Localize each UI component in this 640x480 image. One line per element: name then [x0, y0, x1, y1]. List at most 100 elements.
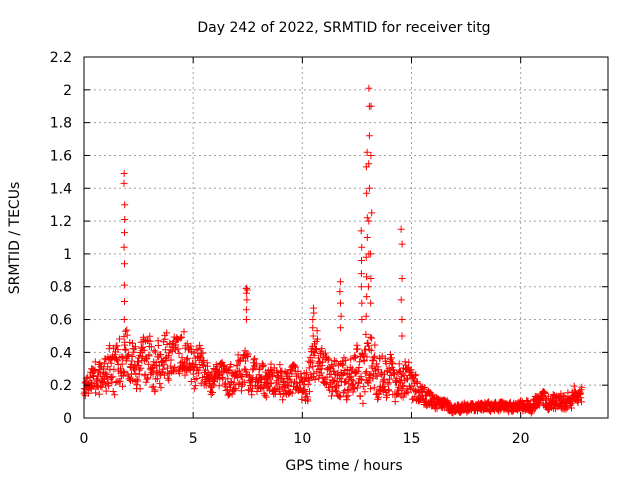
data-point [363, 148, 371, 156]
data-point [132, 343, 139, 351]
data-point [237, 373, 245, 381]
y-axis-label: SRMTID / TECUs [7, 182, 23, 295]
data-point [120, 333, 128, 341]
data-point [404, 375, 411, 383]
data-point [549, 391, 557, 398]
data-point [243, 296, 251, 304]
data-point [110, 365, 118, 373]
data-point [341, 387, 349, 395]
data-point [172, 341, 180, 349]
data-point [420, 385, 428, 393]
data-point [233, 361, 241, 369]
data-point [96, 359, 104, 367]
data-point [350, 385, 358, 393]
data-point [118, 360, 126, 368]
data-point [184, 354, 192, 362]
x-tick-label: 20 [512, 431, 530, 447]
data-point [169, 339, 177, 347]
data-point [330, 357, 338, 365]
data-point [242, 316, 250, 323]
data-point [358, 299, 366, 307]
y-tick-label: 1.6 [50, 148, 72, 164]
data-point [363, 273, 371, 281]
data-point [399, 393, 407, 401]
data-point [570, 382, 578, 390]
data-point [190, 385, 198, 393]
data-point [111, 391, 119, 399]
data-point [315, 354, 322, 362]
data-point [145, 352, 153, 360]
data-point [349, 388, 357, 396]
data-point [349, 380, 357, 388]
data-point [249, 366, 257, 374]
data-point [225, 366, 233, 374]
data-point [183, 340, 191, 348]
data-point [340, 378, 348, 386]
data-point [364, 379, 372, 387]
data-point [109, 388, 117, 395]
data-point [350, 383, 358, 391]
data-point [190, 349, 198, 357]
data-point [262, 393, 270, 401]
data-point [301, 378, 308, 385]
data-point [288, 389, 296, 397]
data-point [342, 356, 350, 364]
data-point [397, 225, 405, 233]
data-point [121, 260, 128, 268]
data-point [380, 382, 388, 390]
data-point [578, 398, 585, 406]
data-point [276, 390, 284, 398]
x-tick-label: 0 [80, 431, 89, 447]
data-point [159, 365, 167, 373]
data-point [405, 358, 413, 366]
data-point [383, 391, 391, 399]
data-point [309, 324, 317, 332]
data-point [523, 397, 531, 404]
data-point [351, 352, 359, 360]
data-point [433, 405, 441, 413]
data-point [160, 361, 168, 369]
data-point [235, 367, 243, 375]
data-point [413, 378, 421, 386]
y-tick-label: 0.6 [50, 313, 72, 329]
data-point [259, 361, 267, 369]
data-point [311, 349, 319, 357]
data-point [310, 304, 317, 312]
data-point [357, 270, 365, 278]
data-point [347, 355, 355, 363]
data-point [107, 359, 115, 367]
data-point [86, 384, 94, 392]
data-point [285, 382, 293, 390]
data-point [353, 341, 361, 349]
data-point [125, 352, 133, 360]
data-point [157, 384, 165, 392]
data-point [231, 386, 239, 394]
data-point [368, 209, 376, 217]
data-point [197, 345, 205, 352]
data-point [564, 389, 572, 397]
data-point [127, 360, 135, 368]
data-point [389, 359, 396, 367]
data-point [344, 386, 352, 394]
data-point [361, 369, 369, 377]
data-point [362, 330, 370, 338]
data-point [388, 354, 395, 362]
data-point [401, 390, 408, 398]
y-tick-label: 0.2 [50, 378, 72, 394]
data-point [398, 240, 406, 248]
data-point [136, 385, 144, 393]
data-point [337, 299, 344, 307]
data-point [174, 345, 182, 353]
data-point [336, 278, 344, 286]
data-point [358, 257, 365, 264]
data-point [134, 377, 142, 385]
data-point [356, 358, 364, 366]
data-point [365, 342, 373, 350]
data-point [196, 341, 204, 349]
data-point [138, 353, 146, 360]
data-point [366, 333, 374, 341]
data-point [120, 243, 128, 251]
data-point [267, 360, 275, 368]
data-point [373, 372, 381, 380]
